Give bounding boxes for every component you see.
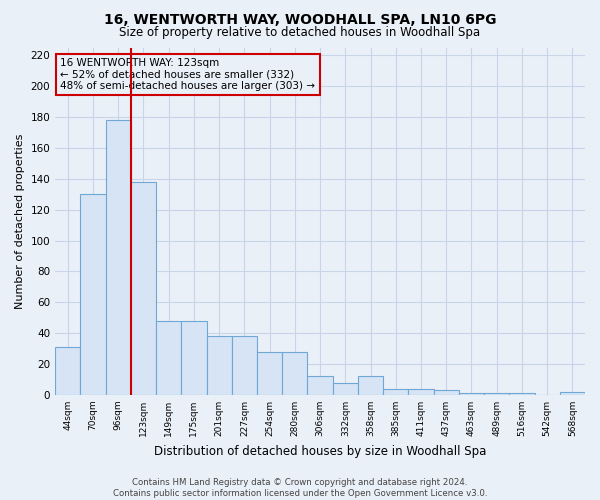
Bar — [459, 394, 484, 395]
Bar — [484, 394, 509, 395]
Bar — [156, 321, 181, 395]
Bar — [307, 376, 332, 395]
X-axis label: Distribution of detached houses by size in Woodhall Spa: Distribution of detached houses by size … — [154, 444, 486, 458]
Text: Size of property relative to detached houses in Woodhall Spa: Size of property relative to detached ho… — [119, 26, 481, 39]
Bar — [383, 389, 409, 395]
Y-axis label: Number of detached properties: Number of detached properties — [15, 134, 25, 309]
Bar — [181, 321, 206, 395]
Text: 16 WENTWORTH WAY: 123sqm
← 52% of detached houses are smaller (332)
48% of semi-: 16 WENTWORTH WAY: 123sqm ← 52% of detach… — [61, 58, 316, 91]
Bar — [131, 182, 156, 395]
Bar — [282, 352, 307, 395]
Bar — [434, 390, 459, 395]
Text: 16, WENTWORTH WAY, WOODHALL SPA, LN10 6PG: 16, WENTWORTH WAY, WOODHALL SPA, LN10 6P… — [104, 12, 496, 26]
Bar — [358, 376, 383, 395]
Bar — [206, 336, 232, 395]
Bar — [409, 389, 434, 395]
Bar — [55, 347, 80, 395]
Bar — [560, 392, 585, 395]
Bar — [257, 352, 282, 395]
Bar — [509, 394, 535, 395]
Bar — [80, 194, 106, 395]
Bar — [332, 382, 358, 395]
Bar — [232, 336, 257, 395]
Bar — [106, 120, 131, 395]
Text: Contains HM Land Registry data © Crown copyright and database right 2024.
Contai: Contains HM Land Registry data © Crown c… — [113, 478, 487, 498]
